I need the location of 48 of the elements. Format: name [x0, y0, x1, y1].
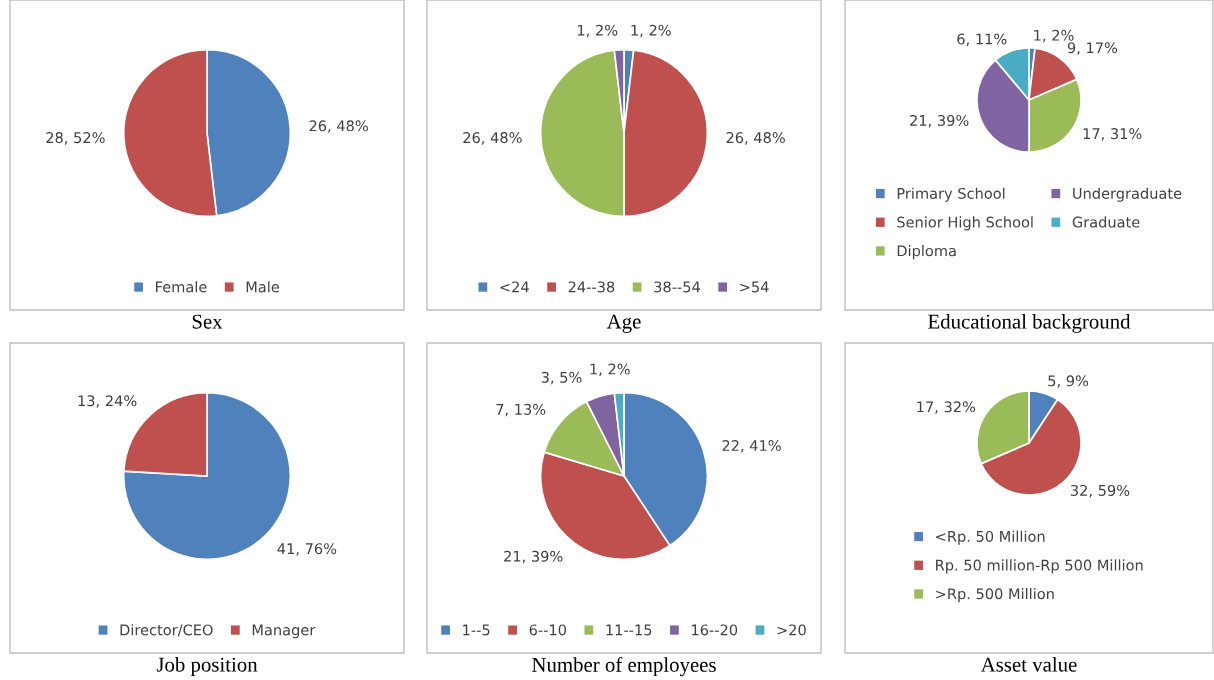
- text: Job position: [156, 657, 258, 676]
- data-label: 1, 2%: [1034, 29, 1074, 43]
- legend-label: Primary School: [897, 187, 1005, 202]
- data-label: 21, 39%: [504, 550, 563, 564]
- data-label: 17, 32%: [917, 401, 976, 414]
- data-label: 28, 52%: [46, 132, 105, 145]
- legend-label: Diploma: [897, 245, 956, 260]
- data-label: 32, 59%: [1070, 484, 1130, 498]
- data-label: 7, 13%: [496, 403, 546, 417]
- legend-label: <Rp. 50 Million: [936, 530, 1045, 545]
- legend-label: >54: [740, 281, 769, 293]
- legend-label: 11--15: [606, 624, 652, 636]
- legend-label: 16--20: [692, 624, 738, 636]
- data-label: 26, 48%: [309, 120, 368, 133]
- data-label: 1, 2%: [578, 24, 618, 38]
- legend-label: Graduate: [1072, 216, 1140, 228]
- legend-label: Male: [246, 281, 280, 293]
- legend-label: >20: [777, 624, 806, 636]
- legend-label: 24--38: [568, 281, 615, 293]
- legend-label: Undergraduate: [1073, 187, 1182, 202]
- legend-label: Senior High School: [897, 216, 1033, 231]
- legend-label: Female: [156, 281, 207, 293]
- data-label: 26, 48%: [463, 132, 522, 145]
- data-label: 22, 41%: [722, 440, 781, 453]
- text: Age: [606, 314, 641, 333]
- data-label: 26, 48%: [726, 132, 785, 145]
- data-label: 13, 24%: [78, 395, 137, 408]
- text: Number of employees: [532, 657, 716, 677]
- legend-label: Director/CEO: [120, 624, 213, 637]
- legend-label: 6--10: [529, 624, 567, 636]
- legend-label: >Rp. 500 Million: [936, 588, 1054, 603]
- data-label: 17, 31%: [1083, 128, 1142, 141]
- data-label: 41, 76%: [277, 543, 337, 556]
- text: Educational background: [928, 314, 1131, 333]
- text: Sex: [192, 314, 223, 329]
- data-label: 6, 11%: [957, 33, 1007, 47]
- data-label: 21, 39%: [910, 114, 969, 128]
- legend-label: <24: [500, 281, 529, 293]
- legend-label: Rp. 50 million-Rp 500 Million: [936, 559, 1143, 574]
- text: Asset value: [980, 657, 1077, 672]
- data-label: 9, 17%: [1067, 42, 1118, 55]
- legend-label: 1--5: [463, 624, 490, 636]
- data-label: 5, 9%: [1048, 375, 1089, 388]
- data-label: 1, 2%: [631, 24, 671, 38]
- legend-label: Manager: [252, 624, 316, 639]
- data-label: 3, 5%: [541, 371, 582, 385]
- data-label: 1, 2%: [590, 363, 630, 377]
- legend-label: 38--54: [654, 281, 700, 293]
